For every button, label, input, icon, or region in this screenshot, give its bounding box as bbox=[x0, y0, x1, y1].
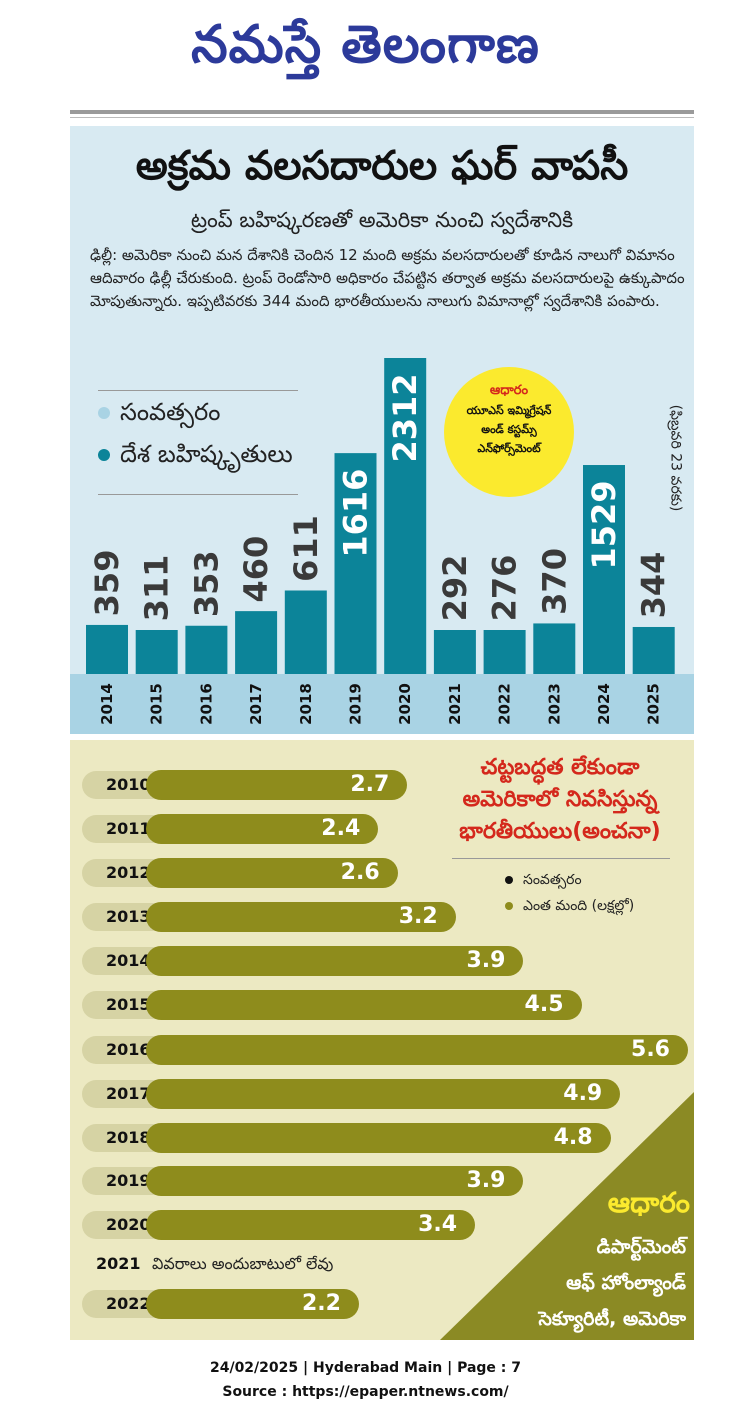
footer-dateline: 24/02/2025 | Hyderabad Main | Page : 7 bbox=[209, 1360, 522, 1376]
note-text: (ఫిబ్రవరి 23 వరకు) bbox=[667, 404, 684, 511]
masthead-rule-thin bbox=[70, 117, 694, 118]
hbar-2019: 3.9 bbox=[146, 1166, 524, 1196]
source-line-3: ఎన్‌ఫోర్స్‌మెంట్ bbox=[477, 442, 541, 455]
legend-swatch-deportees bbox=[98, 449, 110, 461]
hbar-2013: 3.2 bbox=[146, 902, 456, 932]
source-line-2: అండ్ కస్టమ్స్ bbox=[481, 423, 537, 436]
bottom-title-line-1: చట్టబద్ధత లేకుండా bbox=[480, 755, 640, 780]
hbar-2014: 3.9 bbox=[146, 946, 524, 976]
bottom-source-line-3: సెక్యూరిటీ, అమెరికా bbox=[538, 1308, 686, 1330]
legend-rule-bottom bbox=[98, 494, 298, 495]
nodata-year: 2021 bbox=[96, 1254, 141, 1273]
bottom-legend-label-year: సంవత్సరం bbox=[523, 872, 582, 888]
hbar-2020: 3.4 bbox=[146, 1210, 476, 1240]
newspaper-title: నమస్తే తెలంగాణ bbox=[191, 14, 540, 75]
hbar-2018: 4.8 bbox=[146, 1123, 611, 1153]
bottom-legend-item-year: సంవత్సరం bbox=[505, 872, 582, 891]
bottom-title-line-3: భారతీయులు(అంచనా) bbox=[459, 819, 661, 844]
bottom-source-line-1: డిపార్ట్‌మెంట్ bbox=[596, 1236, 686, 1258]
source-line-1: యూఎస్ ఇమ్మిగ్రేషన్ bbox=[466, 404, 552, 417]
headline: అక్రమ వలసదారుల ఘర్ వాపసీ bbox=[135, 143, 629, 189]
hbar-2010: 2.7 bbox=[146, 770, 408, 800]
bottom-legend-swatch-value bbox=[505, 902, 513, 910]
hbar-2015: 4.5 bbox=[146, 990, 582, 1020]
bottom-legend-label-value: ఎంత మంది (లక్షల్లో) bbox=[523, 898, 635, 914]
bottom-source-title: ఆధారం bbox=[607, 1186, 690, 1219]
hbar-2017: 4.9 bbox=[146, 1079, 621, 1109]
footer-source: Source : https://epaper.ntnews.com/ bbox=[222, 1384, 509, 1400]
bottom-source-line-2: ఆఫ్ హోంల్యాండ్ bbox=[566, 1272, 686, 1294]
masthead: నమస్తే తెలంగాణ bbox=[0, 0, 731, 100]
bottom-legend-item-value: ఎంత మంది (లక్షల్లో) bbox=[505, 898, 634, 917]
legend-item-year: సంవత్సరం bbox=[98, 398, 220, 432]
nodata-text: వివరాలు అందుబాటులో లేవు bbox=[152, 1254, 334, 1273]
top-chart-note: (ఫిబ్రవరి 23 వరకు) bbox=[663, 375, 685, 540]
legend-item-deportees: దేశ బహిష్కృతులు bbox=[98, 440, 293, 474]
bottom-chart-title: చట్టబద్ధత లేకుండా అమెరికాలో నివసిస్తున్న… bbox=[440, 752, 680, 848]
legend-swatch-year bbox=[98, 407, 110, 419]
hbar-2011: 2.4 bbox=[146, 814, 379, 844]
bottom-title-line-2: అమెరికాలో నివసిస్తున్న bbox=[462, 787, 658, 812]
masthead-rule bbox=[70, 110, 694, 114]
legend-label-deportees: దేశ బహిష్కృతులు bbox=[120, 440, 293, 468]
bottom-legend-rule bbox=[452, 858, 670, 859]
bottom-legend-swatch-year bbox=[505, 876, 513, 884]
subheadline: ట్రంప్ బహిష్కరణతో అమెరికా నుంచి స్వదేశాన… bbox=[190, 208, 574, 232]
hbar-2012: 2.6 bbox=[146, 858, 398, 888]
hbar-2016: 5.6 bbox=[146, 1035, 688, 1065]
source-title: ఆధారం bbox=[489, 383, 529, 398]
article-body: ఢిల్లీ: అమెరికా నుంచి మన దేశానికి చెందిన… bbox=[90, 246, 685, 310]
top-chart-source: ఆధారం యూఎస్ ఇమ్మిగ్రేషన్ అండ్ కస్టమ్స్ ఎ… bbox=[444, 367, 574, 497]
hbar-2022: 2.2 bbox=[146, 1289, 359, 1319]
legend-label-year: సంవత్సరం bbox=[120, 398, 221, 426]
legend-rule bbox=[98, 390, 298, 391]
